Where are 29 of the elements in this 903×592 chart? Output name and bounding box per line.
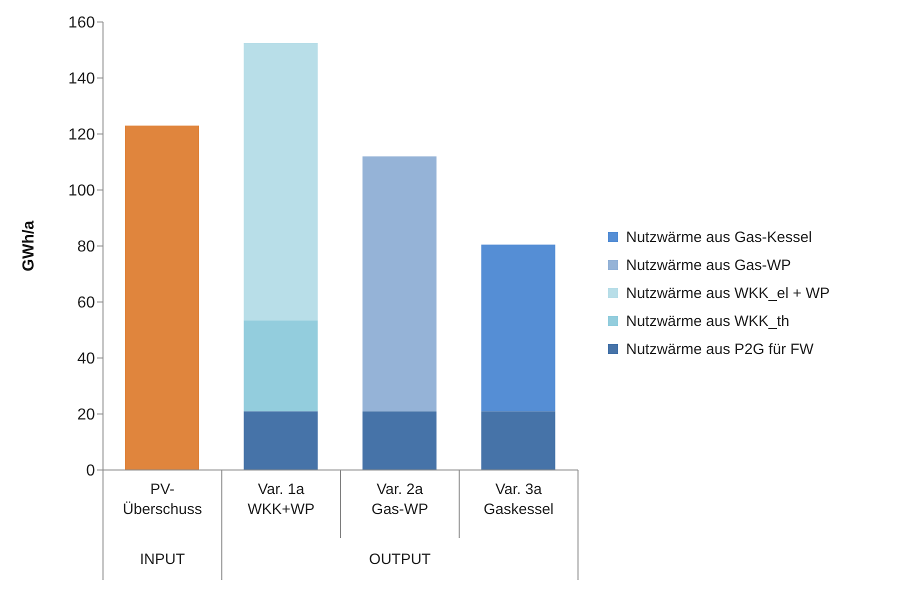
- x-tick-label: Var. 2a Gas-WP: [372, 481, 428, 518]
- y-tick-label: 120: [68, 126, 96, 144]
- y-tick-label: 160: [68, 14, 96, 32]
- y-tick-label: 20: [77, 406, 96, 424]
- y-axis-title: GWh/a: [20, 220, 38, 272]
- legend-label: Nutzwärme aus WKK_th: [626, 312, 790, 330]
- y-tick-label: 0: [86, 462, 96, 480]
- x-tick-label: Var. 3a Gaskessel: [484, 481, 554, 518]
- y-tick-label: 100: [68, 182, 96, 200]
- y-tick-label: 40: [77, 350, 96, 368]
- y-tick-label: 60: [77, 294, 96, 312]
- legend-label: Nutzwärme aus Gas-WP: [626, 256, 792, 274]
- legend-label: Nutzwärme aus Gas-Kessel: [626, 228, 812, 246]
- bar: [244, 320, 318, 412]
- text: INPUT: [140, 551, 185, 568]
- bar: [244, 43, 318, 320]
- x-tick-label: PV- Überschuss: [122, 481, 202, 518]
- text: OUTPUT: [369, 551, 431, 568]
- y-tick-label: 140: [68, 70, 96, 88]
- x-tick-label: Var. 1a WKK+WP: [248, 481, 315, 518]
- bar: [244, 411, 318, 470]
- bar: [125, 126, 199, 470]
- bar: [481, 411, 556, 470]
- bar: [481, 244, 556, 412]
- bar: [362, 156, 436, 412]
- legend-label: Nutzwärme aus P2G für FW: [626, 340, 814, 358]
- legend-label: Nutzwärme aus WKK_el + WP: [626, 284, 830, 302]
- y-tick-label: 80: [77, 238, 96, 256]
- bar: [362, 411, 436, 470]
